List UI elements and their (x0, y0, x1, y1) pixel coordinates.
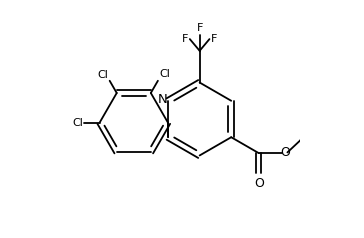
Text: N: N (158, 93, 168, 106)
Text: Cl: Cl (98, 69, 108, 79)
Text: F: F (197, 23, 203, 33)
Text: Cl: Cl (72, 118, 83, 128)
Text: O: O (254, 177, 264, 190)
Text: Cl: Cl (159, 69, 170, 79)
Text: F: F (211, 34, 217, 44)
Text: O: O (280, 146, 290, 159)
Text: F: F (182, 34, 189, 44)
